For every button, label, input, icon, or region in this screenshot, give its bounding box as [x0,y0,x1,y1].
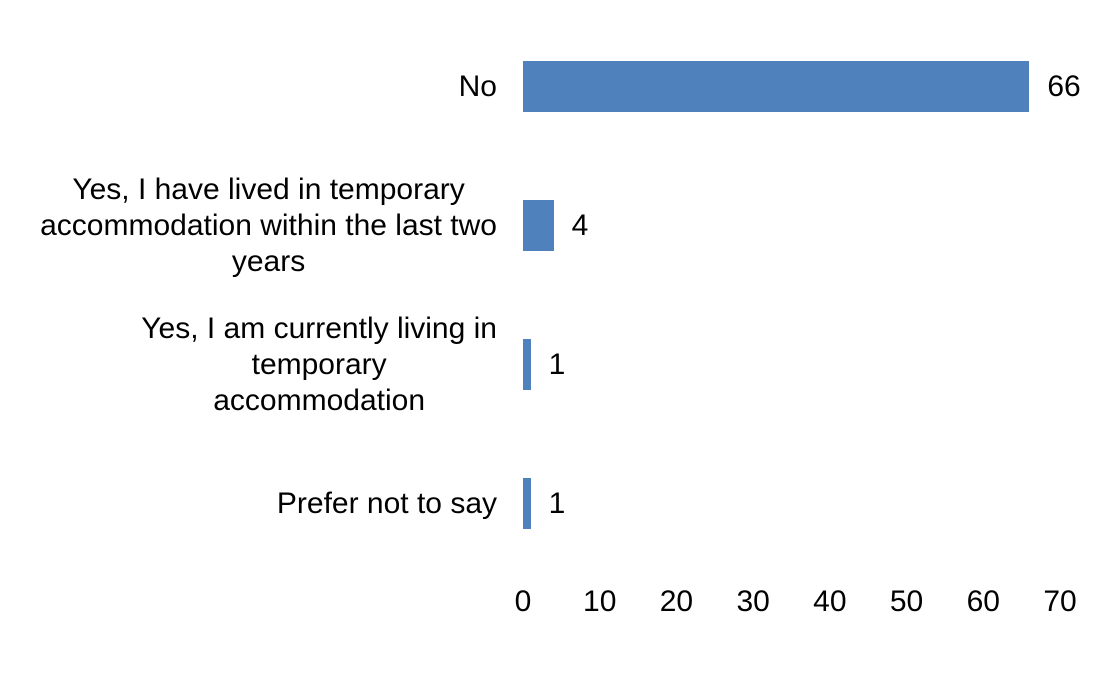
x-axis: 0 10 20 30 40 50 60 70 [515,584,1077,624]
value-label: 66 [1047,69,1081,103]
x-tick-label: 20 [659,585,694,618]
x-tick-label: 50 [889,585,924,618]
category-label: Yes, I have lived in temporary accommoda… [0,172,523,280]
chart-row: Prefer not to say 1 [0,434,1112,573]
category-label: Yes, I am currently living in temporary … [0,311,523,419]
bar [523,339,531,390]
bar-track: 66 [523,17,1081,156]
bar [523,61,1030,112]
x-tick-label: 30 [736,585,770,618]
bar-track: 1 [523,295,1060,434]
bar [523,478,531,529]
bar-track: 4 [523,156,1060,295]
category-label-text: No [458,69,497,103]
category-label-text: Prefer not to say [276,486,497,520]
plot-area: No 66 Yes, I have lived in temporary accom… [0,17,1112,573]
x-tick-label: 60 [966,585,1000,618]
chart-row: Yes, I have lived in temporary accommoda… [0,156,1112,295]
value-label: 1 [548,347,566,381]
value-label: 4 [571,208,589,242]
category-label: No [0,69,523,105]
x-tick-label: 10 [583,585,617,618]
category-label-text: Yes, I am currently living in temporary … [141,311,497,417]
bar-track: 1 [523,434,1060,573]
category-label-text: Yes, I have lived in temporary accommoda… [40,172,497,278]
category-label: Prefer not to say [0,486,523,522]
x-tick-label: 0 [514,585,532,618]
x-tick-label: 70 [1043,585,1077,618]
bar [523,200,554,251]
chart-row: No 66 [0,17,1112,156]
value-label: 1 [548,486,566,520]
chart-row: Yes, I am currently living in temporary … [0,295,1112,434]
x-tick-label: 40 [813,585,847,618]
